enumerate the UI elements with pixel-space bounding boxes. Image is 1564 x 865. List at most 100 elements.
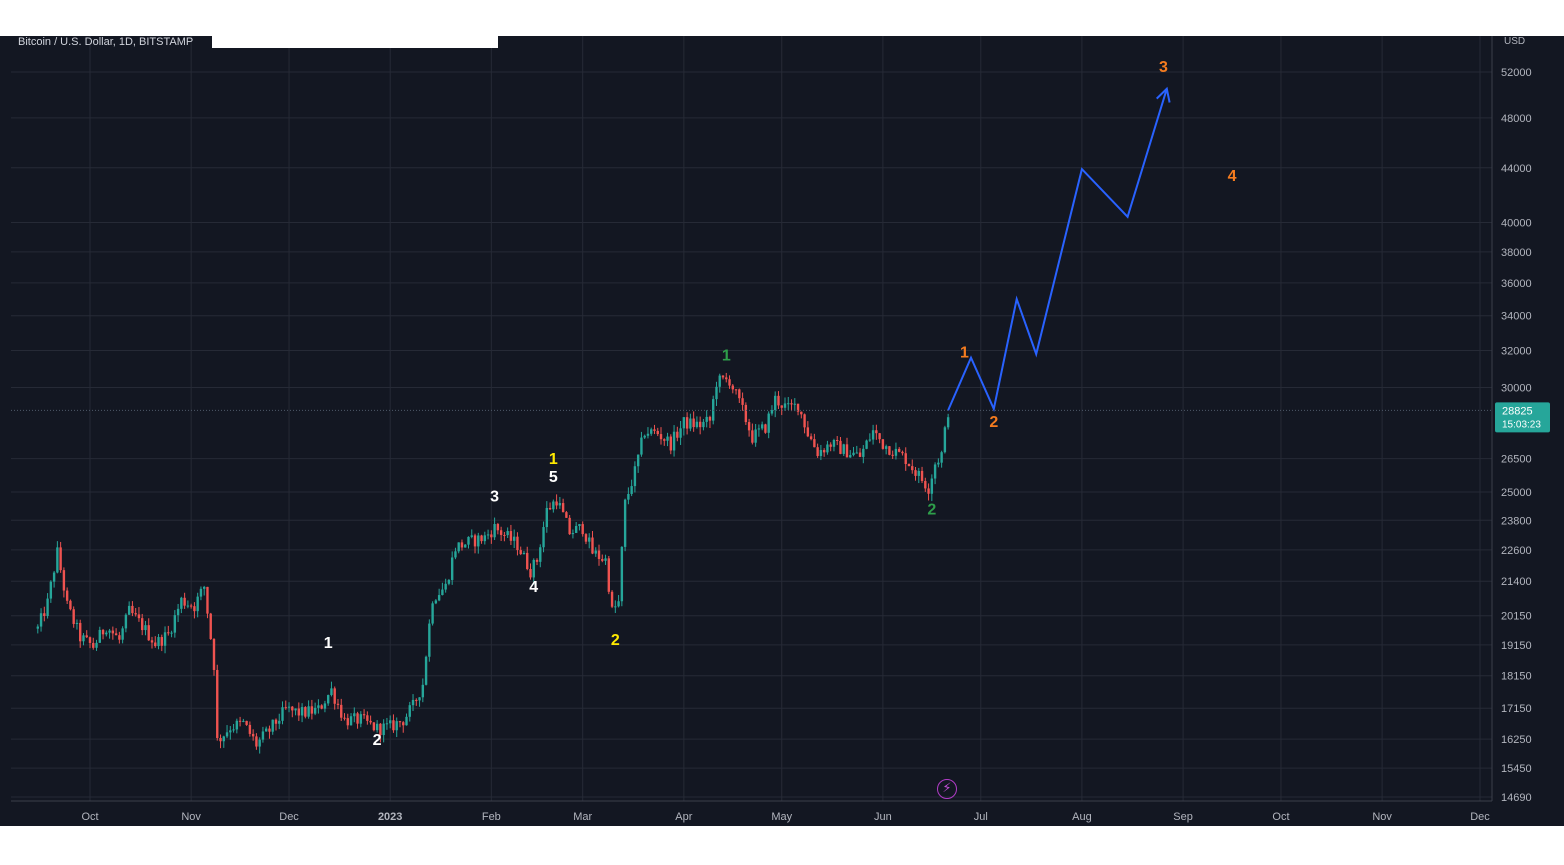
candle-body [418,697,421,701]
candle-body [813,439,816,448]
candle [444,578,447,593]
candle [124,613,128,633]
candle-body [56,547,59,573]
candle-body [806,427,810,437]
candle-body [594,550,597,554]
candle-body [395,721,398,731]
candle-body [849,455,852,458]
candle [131,601,134,617]
price-tick-label: 40000 [1501,217,1532,229]
candle [522,550,526,555]
candle [751,423,754,445]
candle [679,421,682,445]
candle [434,599,438,605]
candle [698,416,702,435]
candle-body [297,708,301,716]
candle-body [640,437,643,455]
candle-body [526,552,529,569]
candle [829,442,832,452]
candle [421,678,425,703]
lightning-bolt-icon[interactable]: ⚡ [937,779,957,799]
candle-body [183,597,186,606]
candle-body [92,642,95,648]
candle-body [868,439,872,441]
candle [506,527,509,539]
candle-body [917,470,920,476]
legend-mask [212,36,498,48]
candle [402,721,405,733]
candle-body [39,613,43,627]
candle-body [907,464,911,467]
candle [555,494,558,510]
candle [176,603,180,623]
candle-body [242,720,245,722]
candle [539,544,542,568]
candle-body [255,736,258,747]
candle [183,592,186,609]
candle-body [454,551,457,558]
candle [767,411,770,439]
candle [261,726,265,743]
candle [395,717,398,738]
candle [454,547,457,560]
candle [496,522,500,535]
candle [640,431,643,457]
candle [353,707,356,723]
candle-body [898,448,901,452]
candle-body [512,536,516,541]
candle-body [878,433,881,440]
wave-label: 5 [549,469,558,486]
candle-body [620,546,624,602]
candle [460,539,464,551]
candle [65,587,69,604]
candle-body [757,428,761,430]
candle-body [731,385,734,390]
candle-body [839,440,842,454]
candle-body [552,501,555,510]
time-tick-label: Oct [1272,811,1289,823]
candle [914,466,917,481]
time-tick-label: Aug [1072,811,1092,823]
candle-body [147,625,150,641]
candle-body [855,452,858,454]
candle-body [369,720,372,723]
candle-body [493,524,496,538]
candle-body [264,728,268,732]
candle [499,526,503,542]
candle-body [268,728,271,732]
candle-body [607,558,611,592]
candle-body [127,605,131,615]
candle-body [685,417,689,429]
candle-body [760,424,764,429]
candle-body [692,418,695,428]
time-tick-label: Jun [874,811,892,823]
candle [118,631,121,644]
candle [75,619,79,630]
candle-body [144,625,147,631]
candle-body [663,439,666,441]
candle-body [320,705,323,709]
candle [150,636,154,649]
candle [650,427,653,436]
candle [36,624,39,634]
candle [385,717,389,730]
price-tick-label: 48000 [1501,113,1532,125]
candle [180,596,183,614]
candle [304,706,307,719]
price-tick-label: 20150 [1501,611,1532,623]
candle [167,625,170,636]
candle-body [659,434,663,440]
candle [72,606,75,628]
candle-body [728,379,731,386]
candle [69,599,72,611]
candle [725,372,728,383]
candle [141,613,144,636]
candle-body [235,720,239,730]
candle [659,427,663,445]
candle-body [43,613,46,617]
candle [800,411,803,419]
price-tick-label: 23800 [1501,515,1532,527]
candle-body [300,707,304,716]
candle [685,412,689,435]
